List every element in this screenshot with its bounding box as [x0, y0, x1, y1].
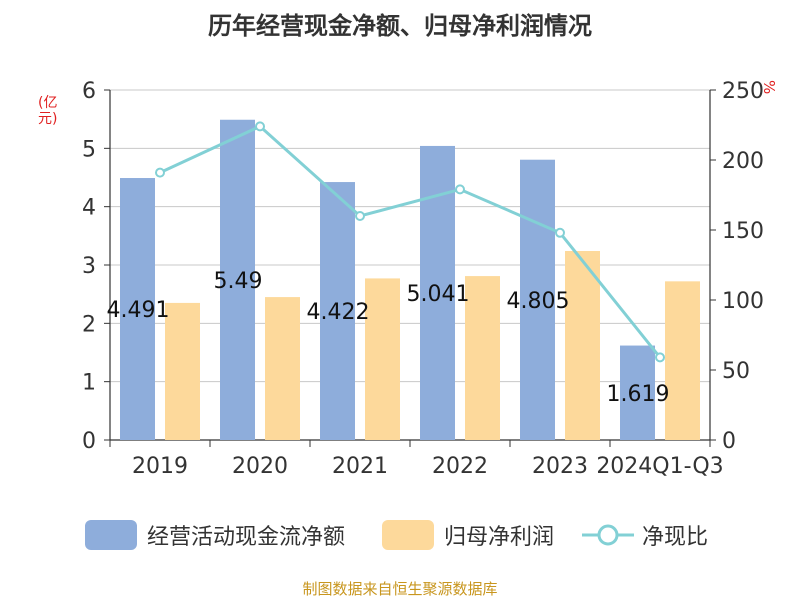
legend-swatch-cashflow — [85, 520, 137, 550]
right-axis-tick-label: 50 — [722, 359, 750, 384]
data-label-cashflow: 4.805 — [507, 289, 570, 314]
chart-title: 历年经营现金净额、归母净利润情况 — [208, 12, 592, 40]
bar-netprofit — [265, 297, 300, 440]
left-axis-tick-label: 4 — [82, 196, 96, 221]
left-axis-tick-label: 2 — [82, 312, 96, 337]
data-label-cashflow: 5.49 — [214, 269, 263, 294]
point-ratio — [355, 211, 365, 221]
data-source: 制图数据来自恒生聚源数据库 — [302, 580, 498, 598]
data-label-cashflow: 5.041 — [407, 282, 470, 307]
legend: 经营活动现金流净额 归母净利润 净现比 — [0, 517, 800, 553]
legend-swatch-ratio — [582, 524, 634, 546]
bar-netprofit — [665, 281, 700, 440]
legend-item-netprofit[interactable]: 归母净利润 — [382, 517, 554, 553]
bar-cashflow — [620, 345, 655, 440]
legend-item-ratio[interactable]: 净现比 — [582, 517, 708, 553]
x-axis-tick-label: 2019 — [132, 454, 188, 479]
right-axis-tick-label: 150 — [722, 219, 764, 244]
bar-cashflow — [120, 178, 155, 440]
bar-cashflow — [220, 119, 255, 440]
left-axis-unit: (亿元) — [38, 95, 58, 127]
legend-item-cashflow[interactable]: 经营活动现金流净额 — [85, 517, 345, 553]
right-axis-tick-label: 200 — [722, 149, 764, 174]
bar-netprofit — [465, 276, 500, 440]
right-axis-tick-label: 250 — [722, 79, 764, 104]
left-axis-tick-label: 5 — [82, 137, 96, 162]
legend-swatch-netprofit — [382, 520, 434, 550]
left-axis-tick-label: 1 — [82, 371, 96, 396]
line-ratio — [159, 124, 662, 359]
x-axis-tick-label: 2021 — [332, 454, 388, 479]
point-ratio — [555, 227, 565, 238]
point-ratio — [655, 352, 665, 363]
data-label-cashflow: 4.422 — [307, 300, 370, 325]
x-axis-tick-label: 2023 — [532, 454, 588, 479]
bar-netprofit — [165, 302, 200, 440]
x-axis-tick-label: 2020 — [232, 454, 288, 479]
data-label-cashflow: 4.491 — [107, 298, 170, 323]
bar-netprofit — [565, 251, 600, 440]
legend-label-cashflow: 经营活动现金流净额 — [147, 525, 346, 550]
bar-cashflow — [520, 159, 555, 441]
left-axis-tick-label: 6 — [82, 79, 96, 104]
legend-label-ratio: 净现比 — [642, 525, 709, 550]
left-axis-tick-label: 3 — [82, 254, 96, 279]
point-ratio — [455, 184, 465, 195]
x-axis-tick-label: 2022 — [432, 454, 488, 479]
right-axis-tick-label: 0 — [722, 429, 736, 454]
bar-netprofit — [365, 278, 400, 440]
legend-label-netprofit: 归母净利润 — [444, 525, 555, 550]
point-ratio — [155, 167, 165, 178]
left-axis-tick-label: 0 — [82, 429, 96, 454]
data-label-cashflow: 1.619 — [607, 382, 670, 407]
point-ratio — [255, 121, 265, 132]
x-axis-tick-label: 2024Q1-Q3 — [596, 454, 723, 479]
right-axis-tick-label: 100 — [722, 289, 764, 314]
bar-cashflow — [320, 182, 355, 441]
